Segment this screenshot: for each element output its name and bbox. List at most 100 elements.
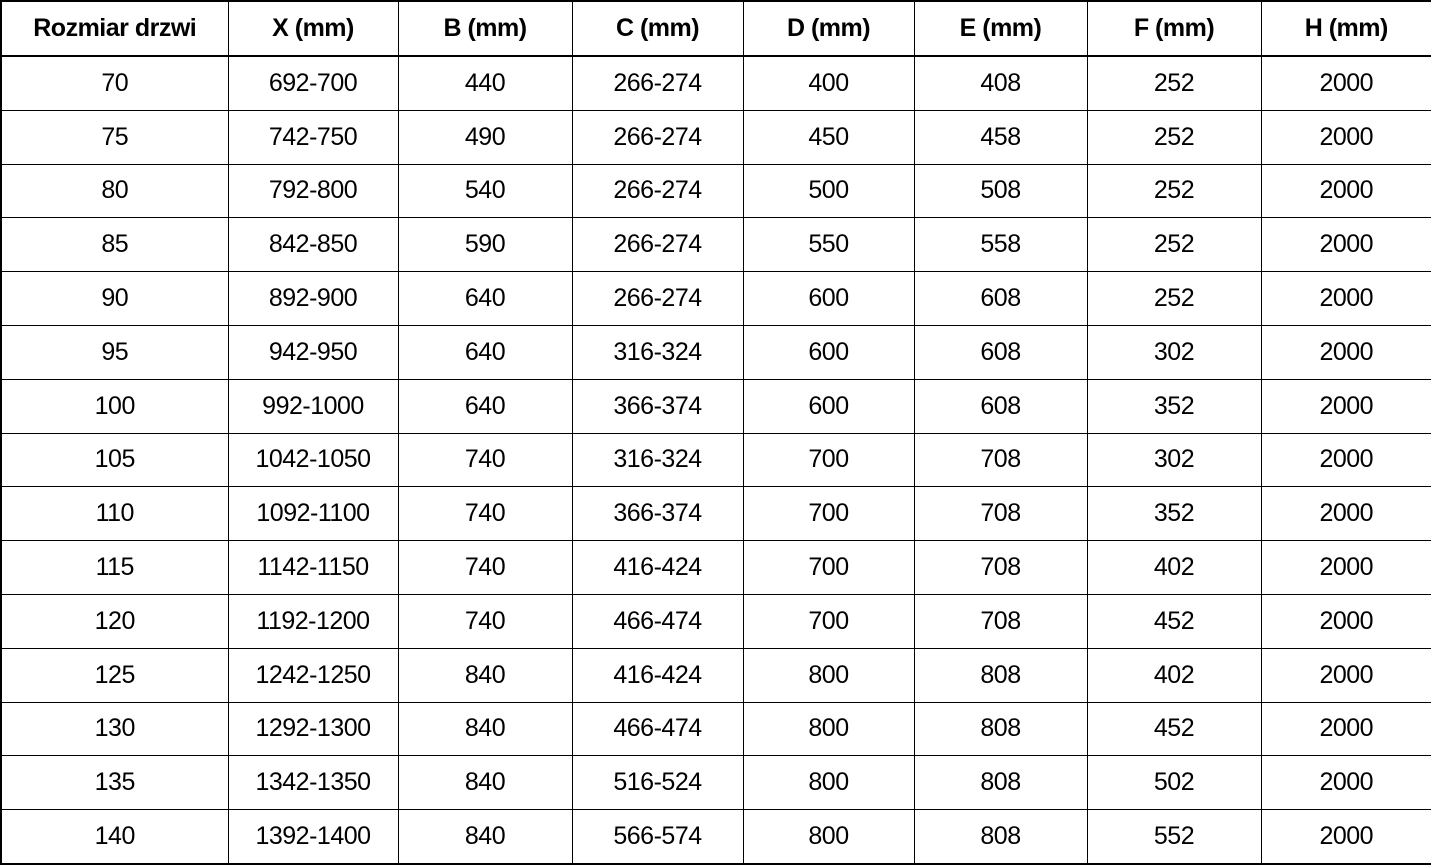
table-cell: 440 [397,55,573,111]
table-row: 115 1142-1150 740 416-424 700 708 402 2000 [0,540,1431,595]
table-cell: 2000 [1260,109,1431,165]
table-cell: 266-274 [571,109,744,165]
table-cell: 552 [1086,809,1262,865]
table-body: 70 692-700 440 266-274 400 408 252 2000 75 742-75… [0,55,1431,865]
table-cell: 75 [0,109,229,165]
table-cell: 1342-1350 [227,755,399,811]
table-cell: 608 [913,324,1088,380]
table-row: 105 1042-1050 740 316-324 700 708 302 2000 [0,432,1431,488]
table-cell: 640 [397,378,573,434]
table-cell: 708 [913,593,1088,649]
table-cell: 740 [397,540,573,595]
table-cell: 500 [742,163,915,219]
table-cell: 2000 [1260,217,1431,273]
table-cell: 840 [397,701,573,757]
table-cell: 2000 [1260,647,1431,703]
table-cell: 135 [0,755,229,811]
table-cell: 992-1000 [227,378,399,434]
table-cell: 842-850 [227,217,399,273]
table-cell: 792-800 [227,163,399,219]
table-cell: 742-750 [227,109,399,165]
table-cell: 2000 [1260,271,1431,326]
table-row: 70 692-700 440 266-274 400 408 252 2000 [0,55,1431,111]
table-header: Rozmiar drzwi X (mm) B (mm) C (mm) D (mm… [0,0,1431,57]
table-cell: 550 [742,217,915,273]
table-cell: 2000 [1260,378,1431,434]
table-cell: 692-700 [227,55,399,111]
table-cell: 808 [913,755,1088,811]
table-cell: 740 [397,432,573,488]
table-cell: 840 [397,647,573,703]
table-cell: 600 [742,378,915,434]
table-cell: 452 [1086,701,1262,757]
table-cell: 366-374 [571,486,744,542]
table-cell: 252 [1086,55,1262,111]
table-cell: 708 [913,432,1088,488]
table-cell: 700 [742,540,915,595]
column-header-f-mm: F (mm) [1086,0,1262,57]
table-cell: 800 [742,809,915,865]
table-cell: 2000 [1260,324,1431,380]
column-header-x-mm: X (mm) [227,0,399,57]
table-cell: 458 [913,109,1088,165]
column-header-d-mm: D (mm) [742,0,915,57]
table-cell: 590 [397,217,573,273]
table-row: 125 1242-1250 840 416-424 800 808 402 2000 [0,647,1431,703]
table-row: 100 992-1000 640 366-374 600 608 352 2000 [0,378,1431,434]
table-cell: 352 [1086,378,1262,434]
table-cell: 252 [1086,217,1262,273]
table-cell: 708 [913,486,1088,542]
table-cell: 252 [1086,271,1262,326]
table-cell: 110 [0,486,229,542]
table-cell: 450 [742,109,915,165]
table-cell: 2000 [1260,755,1431,811]
table-cell: 558 [913,217,1088,273]
table-cell: 466-474 [571,593,744,649]
table-cell: 1242-1250 [227,647,399,703]
table-cell: 115 [0,540,229,595]
table-cell: 600 [742,324,915,380]
table-row: 90 892-900 640 266-274 600 608 252 2000 [0,271,1431,326]
header-row: Rozmiar drzwi X (mm) B (mm) C (mm) D (mm… [0,0,1431,57]
table-row: 135 1342-1350 840 516-524 800 808 502 2000 [0,755,1431,811]
table-cell: 540 [397,163,573,219]
table-cell: 140 [0,809,229,865]
table-cell: 640 [397,271,573,326]
table-cell: 252 [1086,163,1262,219]
table-cell: 708 [913,540,1088,595]
table-cell: 402 [1086,647,1262,703]
table-cell: 2000 [1260,809,1431,865]
table-cell: 516-524 [571,755,744,811]
table-cell: 1092-1100 [227,486,399,542]
table-cell: 302 [1086,324,1262,380]
table-cell: 366-374 [571,378,744,434]
table-cell: 266-274 [571,271,744,326]
table-cell: 352 [1086,486,1262,542]
table-cell: 105 [0,432,229,488]
table-cell: 800 [742,701,915,757]
table-row: 75 742-750 490 266-274 450 458 252 2000 [0,109,1431,165]
table-cell: 800 [742,755,915,811]
table-cell: 700 [742,432,915,488]
column-header-e-mm: E (mm) [913,0,1088,57]
table-cell: 808 [913,809,1088,865]
table-cell: 85 [0,217,229,273]
column-header-b-mm: B (mm) [397,0,573,57]
column-header-c-mm: C (mm) [571,0,744,57]
table-cell: 400 [742,55,915,111]
table-row: 95 942-950 640 316-324 600 608 302 2000 [0,324,1431,380]
table-cell: 808 [913,701,1088,757]
table-row: 110 1092-1100 740 366-374 700 708 352 2000 [0,486,1431,542]
table-cell: 800 [742,647,915,703]
table-cell: 402 [1086,540,1262,595]
table-row: 80 792-800 540 266-274 500 508 252 2000 [0,163,1431,219]
table-cell: 1292-1300 [227,701,399,757]
table-cell: 1392-1400 [227,809,399,865]
table-cell: 316-324 [571,432,744,488]
table-cell: 2000 [1260,163,1431,219]
table-cell: 408 [913,55,1088,111]
column-header-rozmiar-drzwi: Rozmiar drzwi [0,0,229,57]
table-cell: 466-474 [571,701,744,757]
table-cell: 100 [0,378,229,434]
